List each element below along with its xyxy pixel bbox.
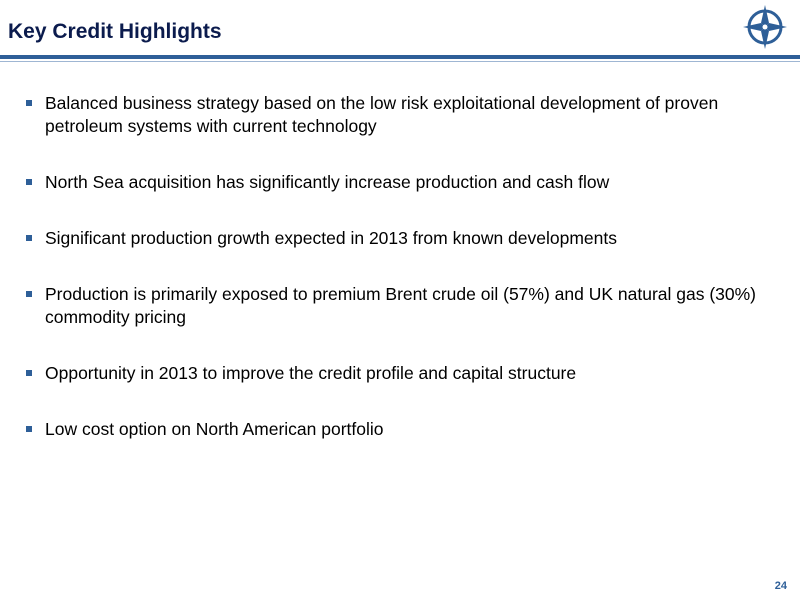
bullet-square-icon [26,235,32,241]
bullet-square-icon [26,370,32,376]
list-item: Significant production growth expected i… [24,227,774,250]
bullet-square-icon [26,100,32,106]
list-item: North Sea acquisition has significantly … [24,171,774,194]
bullet-square-icon [26,291,32,297]
list-item-text: Significant production growth expected i… [45,228,618,248]
list-item: Production is primarily exposed to premi… [24,283,774,329]
header-divider [0,55,800,59]
compass-star-icon [743,5,787,49]
bullet-square-icon [26,179,32,185]
list-item: Balanced business strategy based on the … [24,92,774,138]
highlights-list: Balanced business strategy based on the … [24,92,774,441]
header-divider-thin [0,61,800,62]
bullet-square-icon [26,426,32,432]
list-item-text: Opportunity in 2013 to improve the credi… [45,363,577,383]
page-number: 24 [774,580,787,592]
list-item-text: Production is primarily exposed to premi… [45,284,757,327]
list-item: Low cost option on North American portfo… [24,418,774,441]
list-item-text: Balanced business strategy based on the … [45,93,719,136]
list-item-text: Low cost option on North American portfo… [45,419,384,439]
slide-title: Key Credit Highlights [8,20,222,43]
list-item: Opportunity in 2013 to improve the credi… [24,362,774,385]
list-item-text: North Sea acquisition has significantly … [45,172,610,192]
